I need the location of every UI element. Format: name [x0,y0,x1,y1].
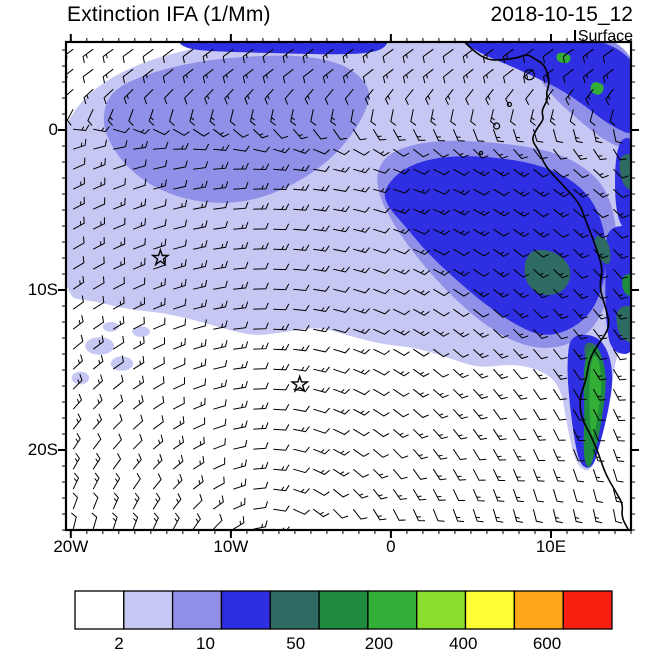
colorbar-cell [74,590,125,630]
plot-title: Extinction IFA (1/Mm) [67,3,271,26]
x-axis-label: 10W [213,537,249,556]
map-field-layer [66,42,631,530]
contour-region [465,42,631,133]
colorbar-cell [123,590,174,630]
minor-ticks [62,38,635,534]
colorbar-cell [220,590,271,630]
colorbar-cell [464,590,515,630]
contour-region [132,326,150,337]
colorbar-cell [416,590,467,630]
level-label: Surface [577,28,633,45]
major-ticks [58,34,639,538]
contour-region [71,371,90,385]
y-axis-label: 10S [27,280,58,299]
contour-region [102,322,119,332]
contour-region [619,154,631,191]
contour-region [66,42,153,67]
colorbar-label: 50 [286,634,306,653]
colorbar-label: 600 [532,634,562,653]
plot-datetime: 2018-10-15_12 [490,3,633,26]
station-star-marker [290,374,310,393]
colorbar-label: 200 [364,634,394,653]
contour-region [590,82,604,95]
contour-region [178,293,191,303]
x-axis-label: 0 [386,537,396,556]
y-axis-label: 20S [27,440,58,459]
colorbar-cell [562,590,613,630]
contour-region [85,337,114,355]
colorbar-cell [513,590,564,630]
colorbar-label: 2 [114,634,124,653]
x-axis-label: 20W [53,537,89,556]
station-star-marker [150,247,171,267]
island-outline [506,101,512,108]
x-axis-label: 10E [535,537,567,556]
colorbar-label: 400 [449,634,478,653]
wind-barbs [66,48,629,530]
colorbar-cell [171,590,223,630]
map-frame [64,40,633,532]
level-indicator: Surface [573,28,633,46]
contour-region [162,274,178,284]
island-outline [493,122,501,130]
coastline [463,42,630,530]
contour-region [622,274,631,297]
island-outline [523,69,536,81]
colorbar-label: 10 [196,634,215,653]
y-axis-label: 0 [48,120,58,139]
island-outline [478,150,484,155]
colorbar-cell [269,590,320,630]
colorbar-cell [367,590,418,630]
level-tick-icon [573,29,576,45]
contour-region [524,249,571,296]
colorbar-cell [318,590,369,630]
